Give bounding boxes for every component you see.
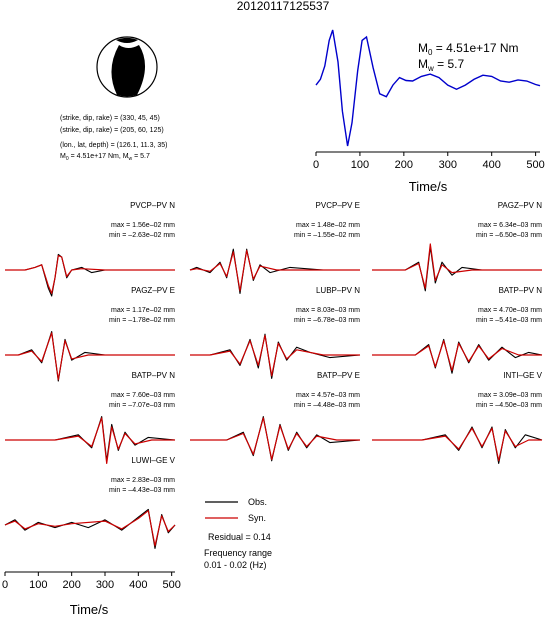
waveform-time-axis: Time/s 0 100 200 300 400 500 xyxy=(2,571,181,617)
observed-waveform xyxy=(5,416,176,462)
stf-tick-label: 100 xyxy=(351,159,369,171)
amplitude-min-label: min = –1.55e–02 mm xyxy=(294,232,360,239)
synthetic-waveform xyxy=(372,340,542,372)
page-title: 20120117125537 xyxy=(237,0,330,13)
amplitude-max-label: max = 2.83e–03 mm xyxy=(111,477,175,484)
synthetic-waveform xyxy=(5,417,175,464)
stf-series-line xyxy=(315,29,541,147)
focal-mechanism-beachball xyxy=(96,36,158,98)
beachball-compressional-quadrant xyxy=(111,45,146,97)
amplitude-max-label: max = 1.17e–02 mm xyxy=(111,307,175,314)
station-label: LUWI–GE V xyxy=(131,456,175,465)
amplitude-min-label: min = –1.78e–02 mm xyxy=(109,317,175,324)
mechanism-parameters: (strike, dip, rake) = (330, 45, 45) (str… xyxy=(60,115,167,162)
waveform-tick-label: 200 xyxy=(62,579,80,591)
station-label: PAGZ–PV N xyxy=(498,201,543,210)
amplitude-max-label: max = 4.57e–03 mm xyxy=(296,392,360,399)
stf-xlabel: Time/s xyxy=(409,179,448,194)
waveform-panel: BATP–PV N max = 7.60e–03 mm min = –7.07e–0… xyxy=(5,371,176,464)
amplitude-min-label: min = –5.41e–03 mm xyxy=(476,317,542,324)
waveform-panel: INTI–GE V max = 3.09e–03 mm min = –4.50e–0… xyxy=(372,371,543,464)
stf-tick-label: 300 xyxy=(439,159,457,171)
observed-waveform xyxy=(190,416,361,462)
stf-tick-group: 0 100 200 300 400 500 xyxy=(313,152,545,171)
synthetic-waveform xyxy=(190,417,360,461)
waveform-panel: PVCP–PV N max = 1.56e–02 mm min = –2.63e–0… xyxy=(5,201,175,297)
waveform-panel: PAGZ–PV N max = 6.34e–03 mm min = –6.50e–0… xyxy=(372,201,543,292)
station-label: BATP–PV N xyxy=(132,371,176,380)
amplitude-min-label: min = –4.50e–03 mm xyxy=(476,402,542,409)
stf-m0-annotation: M0 = 4.51e+17 Nm xyxy=(418,41,519,57)
waveform-xlabel: Time/s xyxy=(70,602,109,617)
residual-text: Residual = 0.14 xyxy=(208,532,271,542)
observed-waveform xyxy=(372,338,543,374)
stf-tick-label: 0 xyxy=(313,159,319,171)
amplitude-max-label: max = 8.03e–03 mm xyxy=(296,307,360,314)
amplitude-min-label: min = –4.48e–03 mm xyxy=(294,402,360,409)
station-label: INTI–GE V xyxy=(503,371,542,380)
synthetic-waveform xyxy=(372,243,542,289)
beachball-top-quadrant xyxy=(116,37,138,43)
synthetic-waveform xyxy=(4,510,176,547)
amplitude-max-label: max = 7.60e–03 mm xyxy=(111,392,175,399)
waveform-panel: BATP–PV N max = 4.70e–03 mm min = –5.41e–0… xyxy=(372,286,543,374)
waveform-panel: LUWI–GE V max = 2.83e–03 mm min = –4.43e–0… xyxy=(4,456,176,549)
station-label: LUBP–PV N xyxy=(316,286,360,295)
observed-waveform xyxy=(5,331,175,382)
source-time-function-chart: 0 100 200 300 400 500 Time/s M0 = 4.51e+17 Nm… xyxy=(313,29,545,194)
waveform-panel: LUBP–PV N max = 8.03e–03 mm min = –6.78e–0… xyxy=(190,286,360,379)
stf-tick-label: 400 xyxy=(483,159,501,171)
mechanism-line-3: (lon., lat, depth) = (126.1, 11.3, 35) xyxy=(60,142,167,149)
station-label: BATP–PV N xyxy=(499,286,543,295)
stf-tick-label: 500 xyxy=(526,159,544,171)
synthetic-waveform xyxy=(189,249,360,292)
waveform-panel: PAGZ–PV E max = 1.17e–02 mm min = –1.78e–0… xyxy=(5,286,175,382)
synthetic-waveform xyxy=(5,255,175,294)
amplitude-min-label: min = –2.63e–02 mm xyxy=(109,232,175,239)
legend-syn-label: Syn. xyxy=(248,513,266,523)
legend: Obs. Syn. Residual = 0.14 Frequency rang… xyxy=(204,497,272,570)
waveform-panel: BATP–PV E max = 4.57e–03 mm min = –4.48e–0… xyxy=(190,371,361,462)
stf-mw-annotation: Mw = 5.7 xyxy=(418,57,464,73)
station-label: PVCP–PV E xyxy=(316,201,360,210)
frequency-range: 0.01 - 0.02 (Hz) xyxy=(204,560,267,570)
waveform-tick-label: 400 xyxy=(129,579,147,591)
mechanism-line-2: (strike, dip, rake) = (205, 60, 125) xyxy=(60,127,164,134)
mechanism-moment-line: M0 = 4.51e+17 Nm, Mw = 5.7 xyxy=(60,153,150,162)
amplitude-max-label: max = 1.56e–02 mm xyxy=(111,222,175,229)
amplitude-min-label: min = –7.07e–03 mm xyxy=(109,402,175,409)
observed-waveform xyxy=(372,246,542,292)
stf-tick-label: 200 xyxy=(395,159,413,171)
amplitude-min-label: min = –6.50e–03 mm xyxy=(476,232,542,239)
mechanism-line-1: (strike, dip, rake) = (330, 45, 45) xyxy=(60,115,160,122)
station-label: PVCP–PV N xyxy=(130,201,175,210)
frequency-title: Frequency range xyxy=(204,548,272,558)
waveform-panels: PVCP–PV N max = 1.56e–02 mm min = –2.63e–0… xyxy=(4,201,543,549)
amplitude-max-label: max = 1.48e–02 mm xyxy=(296,222,360,229)
synthetic-waveform xyxy=(190,334,360,377)
synthetic-waveform xyxy=(5,332,175,381)
waveform-tick-label: 300 xyxy=(96,579,114,591)
waveform-panel: PVCP–PV E max = 1.48e–02 mm min = –1.55e–0… xyxy=(189,201,360,294)
waveform-tick-label: 100 xyxy=(29,579,47,591)
amplitude-max-label: max = 4.70e–03 mm xyxy=(478,307,542,314)
amplitude-max-label: max = 6.34e–03 mm xyxy=(478,222,542,229)
station-label: BATP–PV E xyxy=(317,371,360,380)
amplitude-min-label: min = –4.43e–03 mm xyxy=(109,487,175,494)
synthetic-waveform xyxy=(372,427,542,462)
waveform-tick-label: 500 xyxy=(162,579,180,591)
station-label: PAGZ–PV E xyxy=(131,286,175,295)
waveform-tick-label: 0 xyxy=(2,579,8,591)
observed-waveform xyxy=(372,426,543,464)
amplitude-min-label: min = –6.78e–03 mm xyxy=(294,317,360,324)
amplitude-max-label: max = 3.09e–03 mm xyxy=(478,392,542,399)
legend-obs-label: Obs. xyxy=(248,497,267,507)
